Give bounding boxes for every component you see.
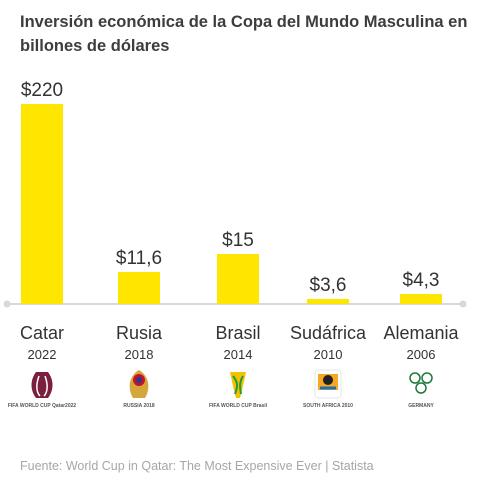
data-label: $3,6 (310, 275, 347, 296)
emblem-shape (409, 372, 421, 384)
data-label: $15 (222, 230, 254, 251)
x-tick-label: Brasil (215, 323, 260, 343)
emblem-detail (36, 375, 48, 397)
source-note: Fuente: World Cup in Qatar: The Most Exp… (20, 459, 374, 473)
emblem-shape (415, 382, 427, 394)
bar-sudáfrica (307, 299, 349, 304)
bar-catar (21, 104, 63, 304)
emblem-detail (232, 375, 244, 395)
emblem-caption: FIFA WORLD CUP Brasil (209, 403, 268, 409)
emblem-caption: RUSSIA 2018 (123, 403, 154, 409)
emblem-caption: SOUTH AFRICA 2010 (303, 403, 353, 409)
x-axis-left-dot (3, 300, 11, 308)
emblem-detail (136, 377, 142, 383)
emblem-caption: FIFA WORLD CUP Qatar2022 (8, 403, 77, 409)
bar-alemania (400, 294, 442, 304)
world-cup-germany-2006-emblem-icon: GERMANY (408, 372, 434, 409)
data-label: $220 (21, 80, 63, 101)
x-tick-label: Catar (20, 323, 64, 343)
x-tick-label: Sudáfrica (290, 323, 367, 343)
world-cup-qatar-2022-emblem-icon: FIFA WORLD CUP Qatar2022 (8, 372, 77, 409)
x-tick-label: Rusia (116, 323, 163, 343)
world-cup-russia-2018-emblem-icon: RUSSIA 2018 (123, 370, 155, 409)
emblem-shape (421, 372, 433, 384)
x-tick-year: 2010 (314, 347, 343, 362)
emblem-detail (323, 375, 333, 385)
x-tick-year: 2022 (28, 347, 57, 362)
x-axis-right-dot (459, 300, 467, 308)
world-cup-south-africa-2010-emblem-icon: SOUTH AFRICA 2010 (303, 369, 353, 409)
x-tick-year: 2018 (125, 347, 154, 362)
bar-rusia (118, 272, 160, 304)
data-label: $4,3 (403, 270, 440, 291)
emblem-caption: GERMANY (408, 403, 434, 409)
emblem-shape (31, 372, 53, 398)
x-tick-year: 2014 (224, 347, 253, 362)
bar-brasil (217, 254, 259, 304)
chart-title: Inversión económica de la Copa del Mundo… (20, 13, 468, 55)
x-tick-year: 2006 (407, 347, 436, 362)
data-label: $11,6 (116, 248, 162, 269)
world-cup-brasil-2014-emblem-icon: FIFA WORLD CUP Brasil (209, 372, 268, 409)
x-tick-label: Alemania (383, 323, 459, 343)
